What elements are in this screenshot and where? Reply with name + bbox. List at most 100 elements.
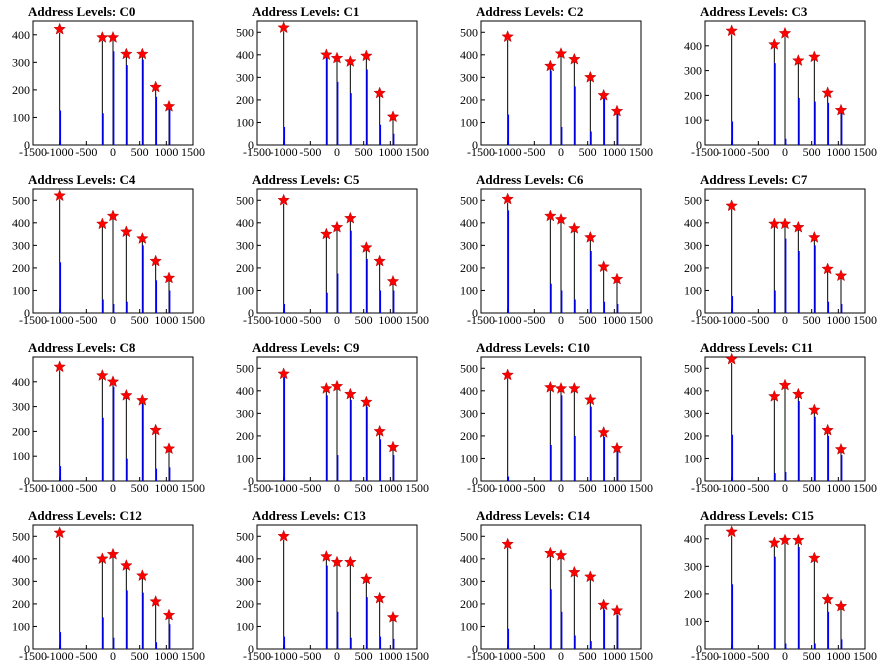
chart-panel: Address Levels: C4 0 100 200 300 400 500 -1500-…: [0, 168, 224, 336]
x-tick-label: 500: [803, 649, 821, 663]
x-tick-label: -1500: [467, 649, 495, 663]
star-marker-icon: [568, 52, 581, 65]
x-tick-label: 1000: [826, 145, 850, 159]
star-marker-icon: [778, 533, 792, 546]
star-marker-icon: [53, 22, 66, 35]
x-tick-label: 1500: [853, 313, 877, 327]
y-tick-label: 500: [460, 529, 478, 543]
star-marker-icon: [808, 50, 821, 63]
chart-title: Address Levels: C3: [700, 4, 808, 19]
x-tick-label: 0: [558, 145, 564, 159]
x-tick-label: 500: [131, 649, 149, 663]
x-tick-label: 1000: [154, 145, 178, 159]
chart-title: Address Levels: C5: [252, 172, 360, 187]
y-tick-label: 400: [12, 216, 30, 230]
x-tick-label: 1500: [853, 649, 877, 663]
x-tick-label: 0: [110, 145, 116, 159]
star-marker-icon: [344, 211, 357, 224]
chart-title: Address Levels: C1: [252, 4, 359, 19]
star-marker-icon: [373, 254, 386, 267]
chart-title: Address Levels: C9: [252, 340, 360, 355]
star-marker-icon: [792, 54, 805, 66]
y-tick-label: 200: [460, 597, 478, 611]
x-tick-label: -500: [75, 313, 97, 327]
y-tick-label: 100: [236, 619, 254, 633]
star-marker-icon: [834, 103, 848, 116]
y-tick-label: 300: [236, 70, 254, 84]
star-marker-icon: [610, 604, 624, 616]
chart-title: Address Levels: C2: [476, 4, 583, 19]
star-marker-icon: [544, 380, 557, 393]
chart-panel: Address Levels: C15 0 100 200 300 400 -1500 -10…: [672, 504, 896, 672]
y-tick-label: 100: [684, 283, 702, 297]
x-tick-label: 500: [355, 481, 373, 495]
star-marker-icon: [597, 598, 610, 611]
star-marker-icon: [373, 424, 386, 437]
y-tick-label: 400: [684, 39, 702, 53]
x-tick-label: 1500: [629, 145, 653, 159]
x-tick-label: 1000: [154, 649, 178, 663]
y-tick-label: 0: [24, 306, 30, 320]
star-marker-icon: [808, 551, 821, 564]
x-tick-label: -1000: [270, 313, 298, 327]
y-tick-label: 100: [684, 113, 702, 127]
star-marker-icon: [149, 254, 162, 267]
star-marker-icon: [277, 193, 290, 206]
x-tick-label: -1000: [46, 145, 74, 159]
x-tick-label: -1000: [270, 649, 298, 663]
star-marker-icon: [96, 552, 109, 565]
x-tick-label: -1500: [243, 313, 271, 327]
y-tick-label: 300: [684, 64, 702, 78]
star-marker-icon: [136, 569, 149, 582]
star-marker-icon: [386, 110, 400, 123]
star-marker-icon: [768, 38, 781, 50]
x-tick-label: 1500: [405, 649, 429, 663]
y-tick-label: 100: [236, 451, 254, 465]
x-tick-label: 500: [579, 481, 597, 495]
x-tick-label: 0: [334, 649, 340, 663]
x-tick-label: -500: [75, 145, 97, 159]
x-tick-label: -1000: [718, 481, 746, 495]
chart-panel: Address Levels: C1 0 100 200 300 400 500 -1500-…: [224, 0, 448, 168]
star-marker-icon: [330, 555, 344, 568]
x-tick-label: 500: [579, 145, 597, 159]
star-marker-icon: [106, 30, 120, 43]
star-marker-icon: [136, 393, 149, 406]
x-tick-label: -500: [747, 313, 769, 327]
x-tick-label: 1500: [629, 649, 653, 663]
x-tick-label: -1000: [494, 145, 522, 159]
x-tick-label: 1000: [602, 145, 626, 159]
y-tick-label: 300: [460, 574, 478, 588]
y-tick-label: 400: [460, 384, 478, 398]
y-tick-label: 200: [236, 597, 254, 611]
star-marker-icon: [149, 595, 162, 607]
x-tick-label: 0: [782, 649, 788, 663]
y-tick-label: 0: [472, 474, 478, 488]
star-marker-icon: [120, 47, 133, 60]
star-marker-icon: [584, 393, 597, 406]
y-tick-label: 200: [460, 93, 478, 107]
x-tick-label: -1000: [46, 481, 74, 495]
star-marker-icon: [568, 382, 581, 394]
x-tick-label: 1000: [154, 481, 178, 495]
star-marker-icon: [501, 368, 514, 381]
x-tick-label: 0: [782, 145, 788, 159]
x-tick-label: 1500: [853, 481, 877, 495]
x-tick-label: 0: [334, 313, 340, 327]
x-tick-label: -500: [75, 649, 97, 663]
star-marker-icon: [320, 550, 333, 562]
star-marker-icon: [277, 367, 290, 380]
y-tick-label: 300: [236, 406, 254, 420]
x-tick-label: 1500: [181, 145, 205, 159]
chart-svg: Address Levels: C90100200300400500-1500-…: [236, 340, 429, 495]
x-tick-label: -1500: [467, 313, 495, 327]
y-tick-label: 200: [236, 93, 254, 107]
x-tick-label: -1500: [19, 481, 47, 495]
y-tick-label: 200: [460, 429, 478, 443]
x-tick-label: -500: [75, 481, 97, 495]
y-tick-label: 300: [12, 574, 30, 588]
y-tick-label: 400: [460, 216, 478, 230]
star-marker-icon: [386, 610, 400, 623]
star-marker-icon: [136, 47, 149, 60]
